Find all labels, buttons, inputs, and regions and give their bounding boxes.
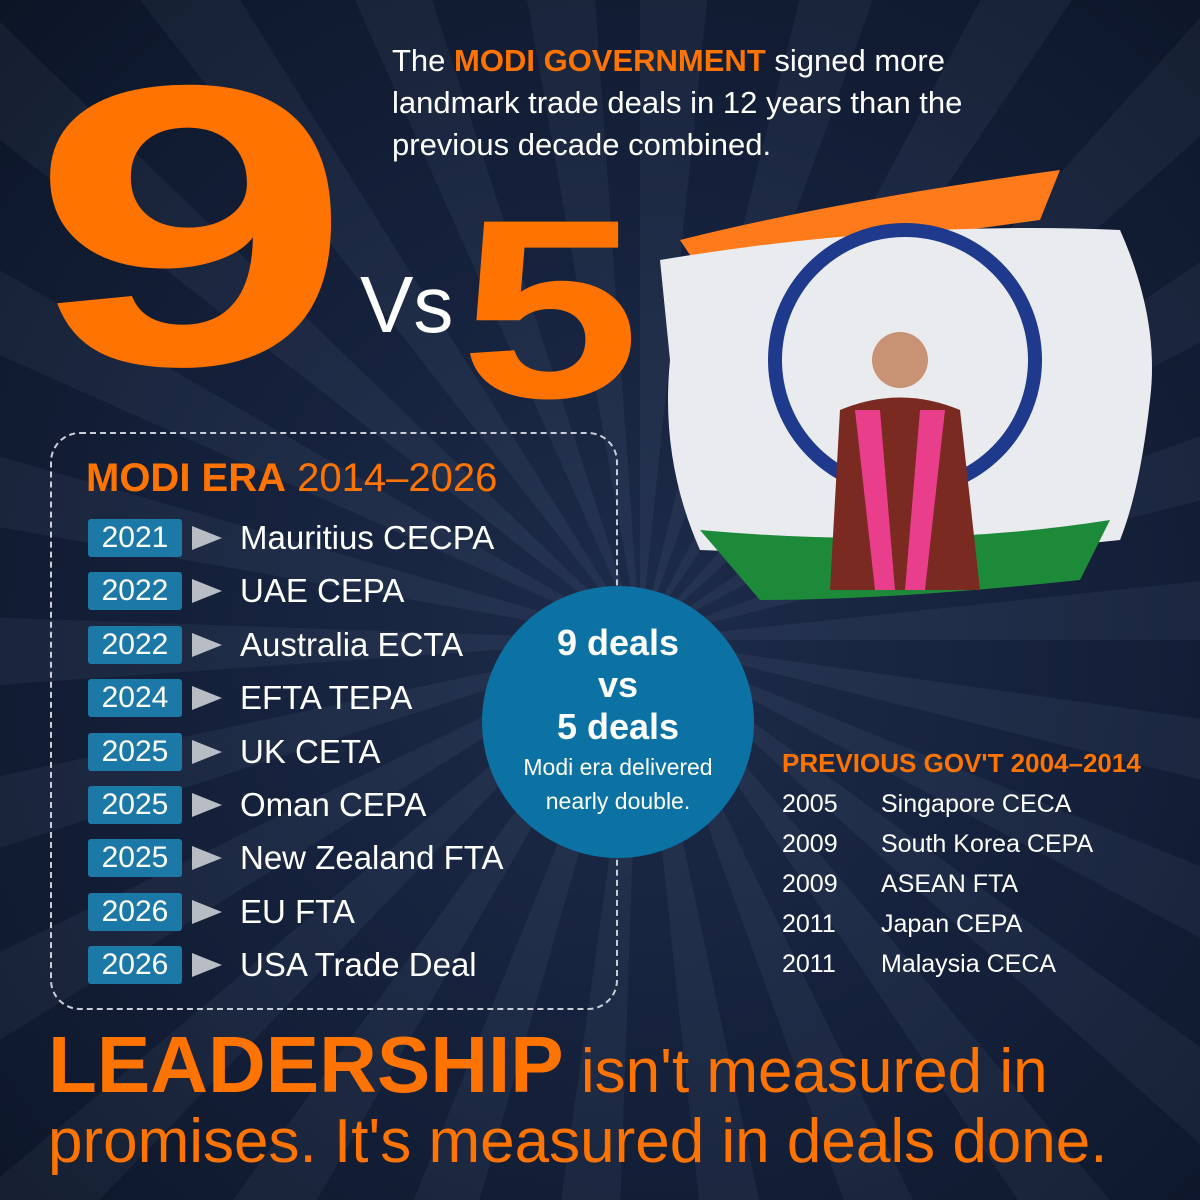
modi-deal-row: 2022 Australia ECTA xyxy=(88,625,464,664)
play-arrow-icon xyxy=(192,846,222,871)
vs-label: Vs xyxy=(360,260,454,349)
modi-era-label: MODI ERA xyxy=(86,456,286,500)
intro-suffix: signed more landmark trade deals in 12 y… xyxy=(392,43,963,162)
modi-era-title: MODI ERA 2014–2026 xyxy=(86,456,497,501)
play-arrow-icon xyxy=(192,686,222,711)
previous-deal-row: 2009 South Korea CEPA xyxy=(782,830,1093,859)
play-arrow-icon xyxy=(192,739,222,764)
modi-deal-row: 2025 New Zealand FTA xyxy=(88,839,504,878)
tagline-bold: LEADERSHIP xyxy=(48,1020,564,1109)
deal-name: Australia ECTA xyxy=(240,625,464,663)
previous-govt-title: PREVIOUS GOV'T 2004–2014 xyxy=(782,748,1141,778)
comparison-line1: 9 deals xyxy=(556,622,680,663)
comparison-line2: vs xyxy=(597,664,639,705)
year-badge: 2025 xyxy=(88,786,182,824)
deal-name: New Zealand FTA xyxy=(240,839,504,877)
comparison-caption: Modi era delivered nearly double. xyxy=(482,750,754,818)
modi-deal-row: 2024 EFTA TEPA xyxy=(88,679,413,718)
year-badge: 2026 xyxy=(88,892,182,931)
deal-name: Mauritius CECPA xyxy=(240,519,495,556)
modi-deal-row: 2021 Mauritius CECPA xyxy=(88,519,494,557)
tagline: LEADERSHIP isn't measured in promises. It… xyxy=(48,1025,1108,1177)
deal-year: 2009 xyxy=(782,870,838,898)
flag-photo xyxy=(660,170,1152,600)
deal-name: ASEAN FTA xyxy=(881,870,1019,898)
play-arrow-icon xyxy=(192,526,222,550)
modi-deal-row: 2022 UAE CEPA xyxy=(88,572,405,611)
play-arrow-icon xyxy=(192,953,222,978)
year-badge: 2025 xyxy=(88,732,182,771)
person-figure xyxy=(830,332,980,590)
modi-era-years: 2014–2026 xyxy=(297,456,498,500)
year-badge: 2024 xyxy=(88,679,182,718)
big-number-five: 5 xyxy=(460,167,641,452)
deal-name: EFTA TEPA xyxy=(240,679,413,717)
modi-deal-row: 2026 USA Trade Deal xyxy=(88,946,477,985)
tagline-rest1: isn't measured in xyxy=(563,1037,1048,1106)
year-badge: 2021 xyxy=(88,519,182,557)
deal-name: EU FTA xyxy=(240,892,355,930)
deal-year: 2011 xyxy=(782,950,836,978)
deal-name: USA Trade Deal xyxy=(240,946,477,984)
intro-text: The MODI GOVERNMENT signed more landmark… xyxy=(392,40,1052,166)
intro-highlight: MODI GOVERNMENT xyxy=(454,43,766,78)
comparison-circle: 9 deals vs 5 deals Modi era delivered nea… xyxy=(482,586,754,858)
deal-name: Singapore CECA xyxy=(881,790,1072,818)
play-arrow-icon xyxy=(192,793,222,817)
previous-deal-row: 2011 Japan CEPA xyxy=(782,910,1022,939)
deal-year: 2005 xyxy=(782,790,838,818)
modi-deal-row: 2025 UK CETA xyxy=(88,732,381,771)
deal-name: Malaysia CECA xyxy=(881,950,1057,978)
previous-deal-row: 2009 ASEAN FTA xyxy=(782,870,1018,899)
deal-name: Japan CEPA xyxy=(881,910,1023,938)
year-badge: 2022 xyxy=(88,625,182,664)
deal-year: 2011 xyxy=(782,910,836,938)
play-arrow-icon xyxy=(192,579,222,604)
previous-deal-row: 2011 Malaysia CECA xyxy=(782,950,1056,979)
deal-name: UAE CEPA xyxy=(240,572,405,610)
previous-deal-row: 2005 Singapore CECA xyxy=(782,790,1071,819)
deal-name: Oman CEPA xyxy=(240,786,427,823)
caption-line1: Modi era delivered xyxy=(523,754,713,780)
play-arrow-icon xyxy=(192,632,222,657)
caption-line2: nearly double. xyxy=(545,788,691,814)
big-number-nine: 9 xyxy=(30,2,353,449)
deal-name: UK CETA xyxy=(240,732,381,770)
comparison-line3: 5 deals xyxy=(556,706,680,747)
year-badge: 2025 xyxy=(88,839,182,878)
deal-name: South Korea CEPA xyxy=(881,830,1094,858)
year-badge: 2026 xyxy=(88,946,182,985)
play-arrow-icon xyxy=(192,899,222,924)
intro-prefix: The xyxy=(392,43,455,78)
modi-deal-row: 2026 EU FTA xyxy=(88,892,355,931)
modi-deal-row: 2025 Oman CEPA xyxy=(88,786,426,824)
tagline-rest2: promises. It's measured in deals done. xyxy=(48,1107,1108,1176)
year-badge: 2022 xyxy=(88,572,182,611)
deal-year: 2009 xyxy=(782,830,838,858)
